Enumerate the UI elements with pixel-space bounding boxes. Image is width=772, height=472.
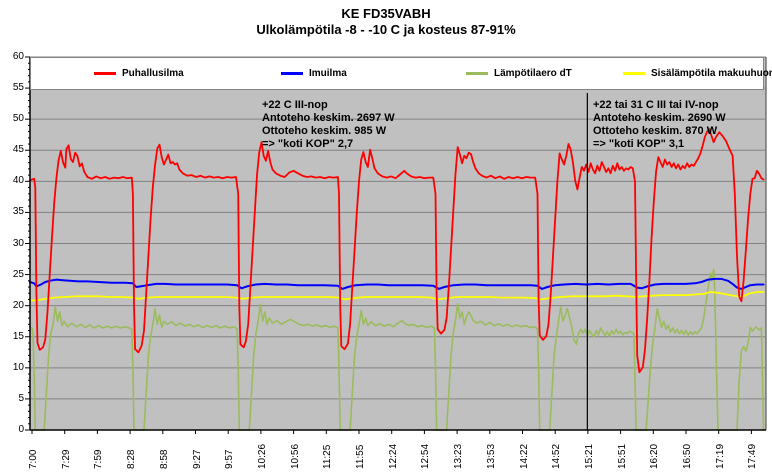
x-tick-label: 13:23 xyxy=(453,443,465,469)
chart-title: KE FD35VABH xyxy=(341,6,431,21)
y-tick-label: 50 xyxy=(12,113,24,125)
x-tick-label: 17:49 xyxy=(747,443,759,469)
x-tick-label: 14:52 xyxy=(551,443,563,469)
chart-subtitle: Ulkolämpötila -8 - -10 C ja kosteus 87-9… xyxy=(256,22,516,37)
series-line-l-mp-tilaero-dt xyxy=(29,268,765,431)
y-tick-label: 30 xyxy=(12,237,24,249)
x-tick-label: 13:53 xyxy=(485,443,497,469)
series-line-puhallusilma xyxy=(28,128,765,374)
x-tick-label: 7:00 xyxy=(28,449,39,469)
x-tick-label: 16:20 xyxy=(649,443,661,469)
annotation-line: Antoteho keskim. 2697 W xyxy=(262,112,395,124)
annotation-left: +22 C III-nop Antoteho keskim. 2697 W Otto… xyxy=(262,99,395,151)
legend-line-swatch-icon xyxy=(623,72,645,75)
y-tick-label: 35 xyxy=(12,206,24,218)
legend: Puhallusilma Imuilma Lämpötilaero dT Sisälä… xyxy=(30,57,772,90)
legend-item-puhallusilma: Puhallusilma xyxy=(94,58,184,89)
legend-line-swatch-icon xyxy=(281,72,303,75)
x-tick-label: 11:25 xyxy=(322,444,334,469)
annotation-line: +22 C III-nop xyxy=(262,99,328,111)
x-tick-label: 17:19 xyxy=(714,443,726,469)
legend-line-swatch-icon xyxy=(466,72,488,75)
annotation-line: Ottoteho keskim. 870 W xyxy=(593,125,718,137)
x-tick-label: 16:50 xyxy=(682,443,693,469)
x-tick-label: 11:55 xyxy=(355,444,366,469)
legend-line-swatch-icon xyxy=(94,72,116,75)
legend-label: Puhallusilma xyxy=(122,68,184,79)
x-tick-label: 8:58 xyxy=(158,449,170,469)
y-tick-label: 20 xyxy=(12,299,24,311)
x-tick-label: 15:51 xyxy=(616,443,628,469)
legend-label: Sisälämpötila makuuhuone xyxy=(651,68,772,79)
x-tick-label: 15:21 xyxy=(583,443,595,469)
x-tick-label: 14:22 xyxy=(518,443,530,469)
y-tick-label: 40 xyxy=(12,175,24,187)
y-tick-label: 25 xyxy=(12,268,24,280)
x-tick-label: 12:24 xyxy=(387,443,399,469)
chart-title-block: KE FD35VABH Ulkolämpötila -8 - -10 C ja … xyxy=(0,6,772,38)
x-tick-label: 12:54 xyxy=(420,443,432,469)
legend-item-l-mp-tilaero-dt: Lämpötilaero dT xyxy=(466,58,572,89)
x-tick-label: 10:56 xyxy=(289,443,301,469)
annotation-line: Antoteho keskim. 2690 W xyxy=(593,112,726,124)
x-tick-label: 7:29 xyxy=(60,449,72,469)
annotation-line: => "koti KOP" 3,1 xyxy=(593,138,685,150)
legend-item-sis-l-mp-tila-makuuhuone: Sisälämpötila makuuhuone xyxy=(623,58,772,89)
y-tick-label: 5 xyxy=(18,392,24,404)
y-tick-label: 45 xyxy=(12,144,24,156)
annotation-line: +22 tai 31 C III tai IV-nop xyxy=(593,99,719,111)
annotation-line: => "koti KOP" 2,7 xyxy=(262,138,354,150)
annotation-right: +22 tai 31 C III tai IV-nop Antoteho kesk… xyxy=(593,99,726,151)
x-tick-label: 7:59 xyxy=(93,449,105,469)
legend-label: Lämpötilaero dT xyxy=(494,68,572,79)
annotation-line: Ottoteho keskim. 985 W xyxy=(262,125,387,137)
y-tick-label: 0 xyxy=(18,424,24,435)
y-tick-label: 10 xyxy=(12,361,24,373)
x-tick-label: 8:28 xyxy=(126,449,138,469)
y-tick-label: 55 xyxy=(12,82,24,94)
legend-item-imuilma: Imuilma xyxy=(281,58,347,89)
x-tick-label: 9:27 xyxy=(191,449,203,469)
series-line-sis-l-mp-tila-makuuhuone xyxy=(28,291,765,302)
y-tick-label: 15 xyxy=(12,330,24,342)
x-tick-label: 10:26 xyxy=(256,443,268,469)
legend-label: Imuilma xyxy=(309,68,347,79)
y-tick-label: 60 xyxy=(12,51,24,62)
x-tick-label: 9:57 xyxy=(224,449,236,469)
